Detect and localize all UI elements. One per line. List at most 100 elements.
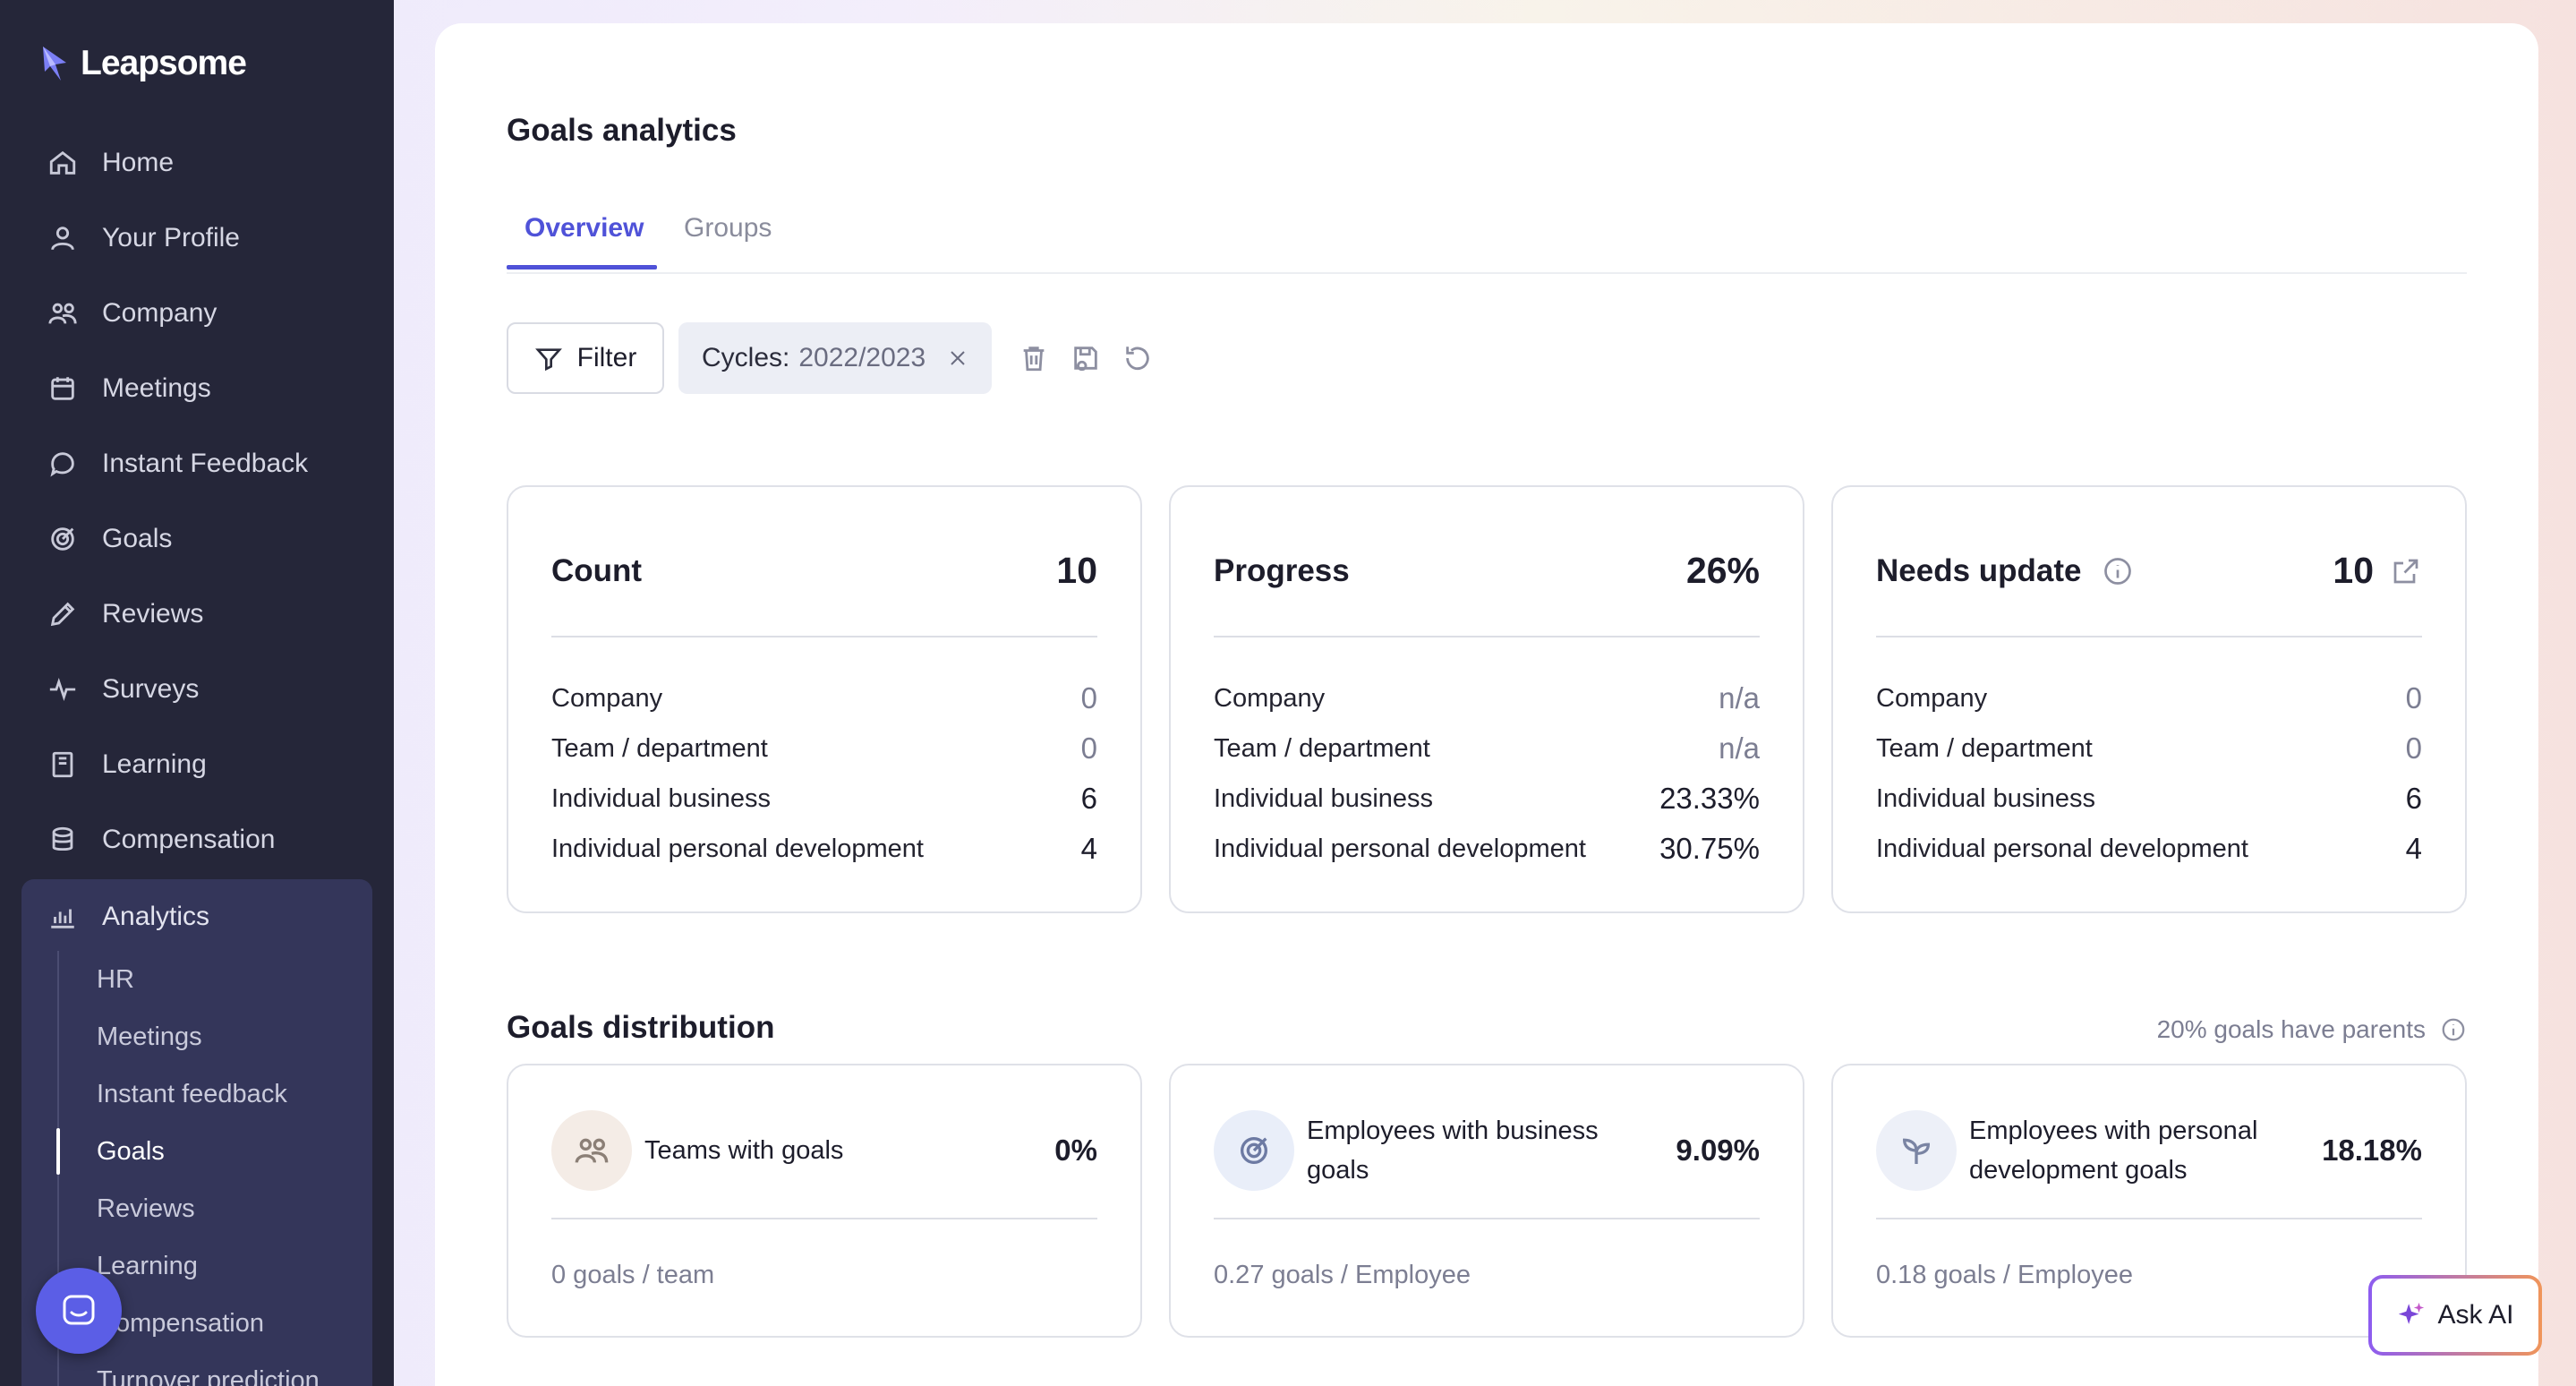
subnav-item-instant-feedback[interactable]: Instant feedback — [97, 1079, 287, 1108]
ask-ai-button[interactable]: Ask AI — [2368, 1275, 2542, 1356]
subnav-item-compensation[interactable]: Compensation — [97, 1308, 264, 1338]
sidebar-item-label: Reviews — [102, 599, 204, 629]
divider — [551, 636, 1097, 637]
dist-label: Employees with personal development goal… — [1969, 1116, 2258, 1185]
coins-icon — [47, 824, 79, 856]
subnav-item-turnover-prediction[interactable]: Turnover prediction — [97, 1365, 320, 1386]
tabs-bar: Overview Groups — [507, 184, 2467, 274]
sprout-icon — [1876, 1110, 1957, 1191]
subnav-item-meetings[interactable]: Meetings — [97, 1022, 202, 1051]
delete-filter-button[interactable] — [1019, 343, 1049, 373]
row-value: 0 — [2405, 681, 2422, 714]
stat-row: Team / department 0 — [551, 723, 1097, 774]
sidebar-item-label: Analytics — [102, 902, 210, 931]
teams-with-goals-card: Teams with goals 0% 0 goals / team — [507, 1064, 1142, 1338]
divider — [551, 1218, 1097, 1219]
support-chat-button[interactable] — [36, 1268, 122, 1354]
row-value: 23.33% — [1659, 782, 1760, 815]
people-icon — [551, 1110, 632, 1191]
row-label: Team / department — [551, 733, 768, 763]
sidebar-item-compensation[interactable]: Compensation — [21, 802, 372, 877]
filter-button[interactable]: Filter — [507, 322, 664, 394]
stat-row: Individual personal development 4 — [1876, 824, 2422, 874]
count-card: Count 10 Company 0 Team / department 0 Ind… — [507, 485, 1142, 913]
sidebar-item-meetings[interactable]: Meetings — [21, 351, 372, 426]
sidebar-item-label: Meetings — [102, 373, 211, 403]
row-value: n/a — [1719, 681, 1760, 714]
active-tab-indicator — [507, 265, 657, 270]
row-value: 30.75% — [1659, 832, 1760, 865]
cycle-filter-chip[interactable]: Cycles: 2022/2023 — [678, 322, 993, 394]
sidebar-item-instant-feedback[interactable]: Instant Feedback — [21, 426, 372, 501]
row-value: 4 — [2405, 832, 2422, 865]
leapsome-logo-icon — [43, 47, 66, 81]
tab-overview[interactable]: Overview — [525, 213, 644, 243]
sidebar-item-learning[interactable]: Learning — [21, 727, 372, 802]
business-goals-card: Employees with business goals 9.09% 0.27… — [1169, 1064, 1804, 1338]
sidebar-item-company[interactable]: Company — [21, 276, 372, 351]
subnav-item-hr[interactable]: HR — [97, 964, 134, 994]
row-value: 4 — [1080, 832, 1097, 865]
sidebar-item-surveys[interactable]: Surveys — [21, 652, 372, 727]
divider — [1876, 636, 2422, 637]
sidebar-item-label: Company — [102, 298, 218, 328]
sidebar-item-analytics[interactable]: Analytics — [21, 879, 372, 954]
dist-value: 18.18% — [2322, 1134, 2422, 1167]
reset-icon — [1126, 346, 1149, 371]
distribution-title: Goals distribution — [507, 1010, 775, 1045]
stat-row: Individual business 23.33% — [1214, 774, 1760, 824]
row-value: 0 — [1080, 681, 1097, 714]
card-value: 26% — [1685, 550, 1760, 591]
sidebar-item-label: Your Profile — [102, 223, 240, 252]
sidebar-item-home[interactable]: Home — [21, 125, 372, 201]
personal-dev-goals-card: Employees with personal development goal… — [1831, 1064, 2467, 1338]
subnav-item-reviews[interactable]: Reviews — [97, 1194, 195, 1223]
note-text: 20% goals have parents — [2156, 1015, 2426, 1043]
distribution-note: 20% goals have parents — [2157, 1015, 2467, 1044]
save-filter-button[interactable] — [1070, 343, 1101, 373]
card-title: Progress — [1214, 552, 1350, 588]
sidebar-item-goals[interactable]: Goals — [21, 501, 372, 577]
sparkle-icon — [2399, 1302, 2425, 1324]
card-title: Needs update — [1876, 552, 2082, 588]
external-link-icon[interactable] — [2390, 555, 2422, 587]
pencil-icon — [47, 598, 79, 630]
chip-value: 2022/2023 — [798, 343, 926, 372]
info-icon[interactable] — [2440, 1016, 2467, 1043]
row-value: n/a — [1719, 732, 1760, 765]
brand-logo[interactable]: Leapsome — [39, 43, 247, 84]
divider — [1876, 1218, 2422, 1219]
close-icon[interactable] — [947, 347, 968, 369]
needs-update-card: Needs update 10 Company 0 Team / departme… — [1831, 485, 2467, 913]
sidebar-item-your-profile[interactable]: Your Profile — [21, 201, 372, 276]
trash-icon — [1023, 346, 1045, 372]
sidebar-item-label: Goals — [102, 524, 173, 553]
chip-label: Cycles: — [702, 343, 790, 372]
sidebar-nav: Home Your Profile Company Meetings Insta… — [21, 125, 372, 877]
tab-groups[interactable]: Groups — [684, 213, 772, 243]
stat-row: Company 0 — [551, 673, 1097, 723]
sidebar-item-reviews[interactable]: Reviews — [21, 577, 372, 652]
dist-footer: 0.27 goals / Employee — [1214, 1261, 1471, 1289]
subnav-item-goals[interactable]: Goals — [56, 1123, 362, 1180]
stat-row: Individual personal development 4 — [551, 824, 1097, 874]
dist-label: Teams with goals — [644, 1136, 844, 1165]
row-label: Individual personal development — [1876, 834, 2248, 863]
dist-label: Employees with business goals — [1307, 1116, 1599, 1185]
stat-row: Individual business 6 — [1876, 774, 2422, 824]
subnav-item-learning[interactable]: Learning — [97, 1251, 198, 1280]
brand-name: Leapsome — [81, 44, 247, 82]
stat-row: Company 0 — [1876, 673, 2422, 723]
info-icon[interactable] — [2102, 555, 2134, 587]
reset-filter-button[interactable] — [1122, 343, 1153, 373]
card-value: 10 — [1056, 550, 1097, 591]
analytics-subnav: HR Meetings Instant feedback Goals Revie… — [56, 951, 362, 1386]
sidebar-item-label: Surveys — [102, 674, 200, 704]
card-title: Count — [551, 552, 643, 588]
chat-support-icon — [63, 1295, 95, 1325]
dist-footer: 0.18 goals / Employee — [1876, 1261, 2133, 1289]
divider — [1214, 636, 1760, 637]
row-label: Individual business — [551, 783, 772, 813]
sidebar-analytics-section: Analytics HR Meetings Instant feedback G… — [21, 879, 372, 1386]
progress-card: Progress 26% Company n/a Team / departmen… — [1169, 485, 1804, 913]
